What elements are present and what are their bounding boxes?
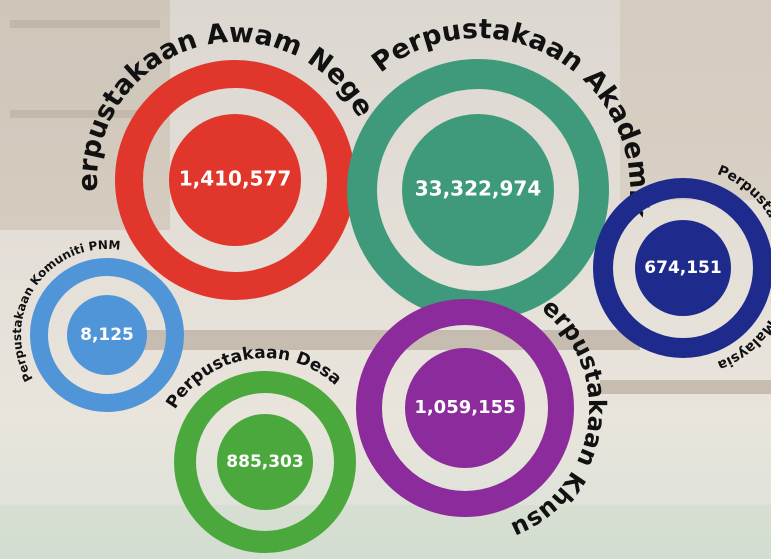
library-count: 1,059,155	[414, 397, 515, 418]
library-count: 33,322,974	[415, 177, 542, 201]
library-count: 674,151	[644, 258, 721, 278]
library-count: 8,125	[80, 325, 134, 345]
library-count: 885,303	[226, 452, 303, 472]
library-count: 1,410,577	[179, 167, 292, 191]
infographic: 1,410,577Perpustakaan Awam Negeri33,322,…	[0, 0, 771, 559]
